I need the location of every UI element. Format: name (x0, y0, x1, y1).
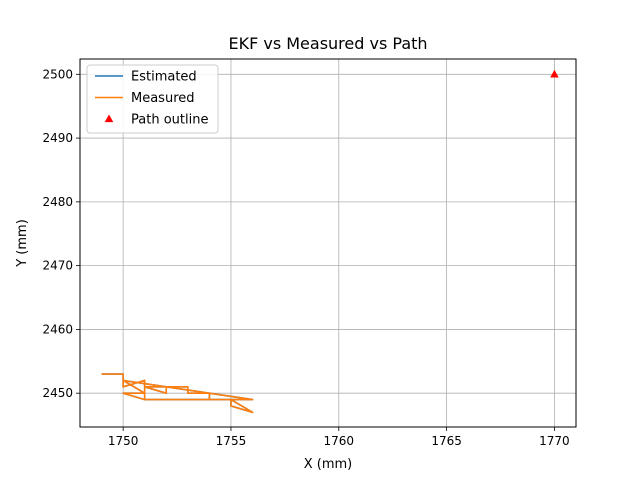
legend: Estimated Measured Path outline (86, 64, 219, 134)
x-tick-label: 1770 (539, 434, 570, 448)
x-tick-label: 1760 (324, 434, 355, 448)
y-axis-label: Y (mm) (15, 219, 30, 268)
x-tick-label: 1750 (108, 434, 139, 448)
plot-frame (79, 58, 577, 428)
legend-label: Path outline (131, 113, 208, 128)
legend-box (86, 64, 219, 134)
series-line-measured (101, 373, 254, 414)
plot-series (101, 69, 559, 414)
x-axis-label: X (mm) (304, 457, 353, 472)
x-tick-label: 1765 (431, 434, 462, 448)
axis-ticks: 1750 1755 1760 1765 1770 2450 2460 2470 2480 2490… (42, 67, 569, 448)
y-tick-label: 2490 (42, 131, 73, 145)
grid (80, 59, 576, 427)
legend-label: Measured (131, 91, 195, 106)
x-tick-label: 1755 (216, 434, 247, 448)
y-tick-label: 2470 (42, 259, 73, 273)
y-tick-label: 2500 (42, 67, 73, 81)
legend-label: Estimated (131, 70, 197, 85)
y-tick-label: 2460 (42, 322, 73, 336)
y-tick-label: 2480 (42, 195, 73, 209)
legend-swatch-marker (104, 114, 114, 123)
chart-title: EKF vs Measured vs Path (228, 34, 427, 53)
y-tick-label: 2450 (42, 386, 73, 400)
path-outline-marker (550, 69, 559, 78)
